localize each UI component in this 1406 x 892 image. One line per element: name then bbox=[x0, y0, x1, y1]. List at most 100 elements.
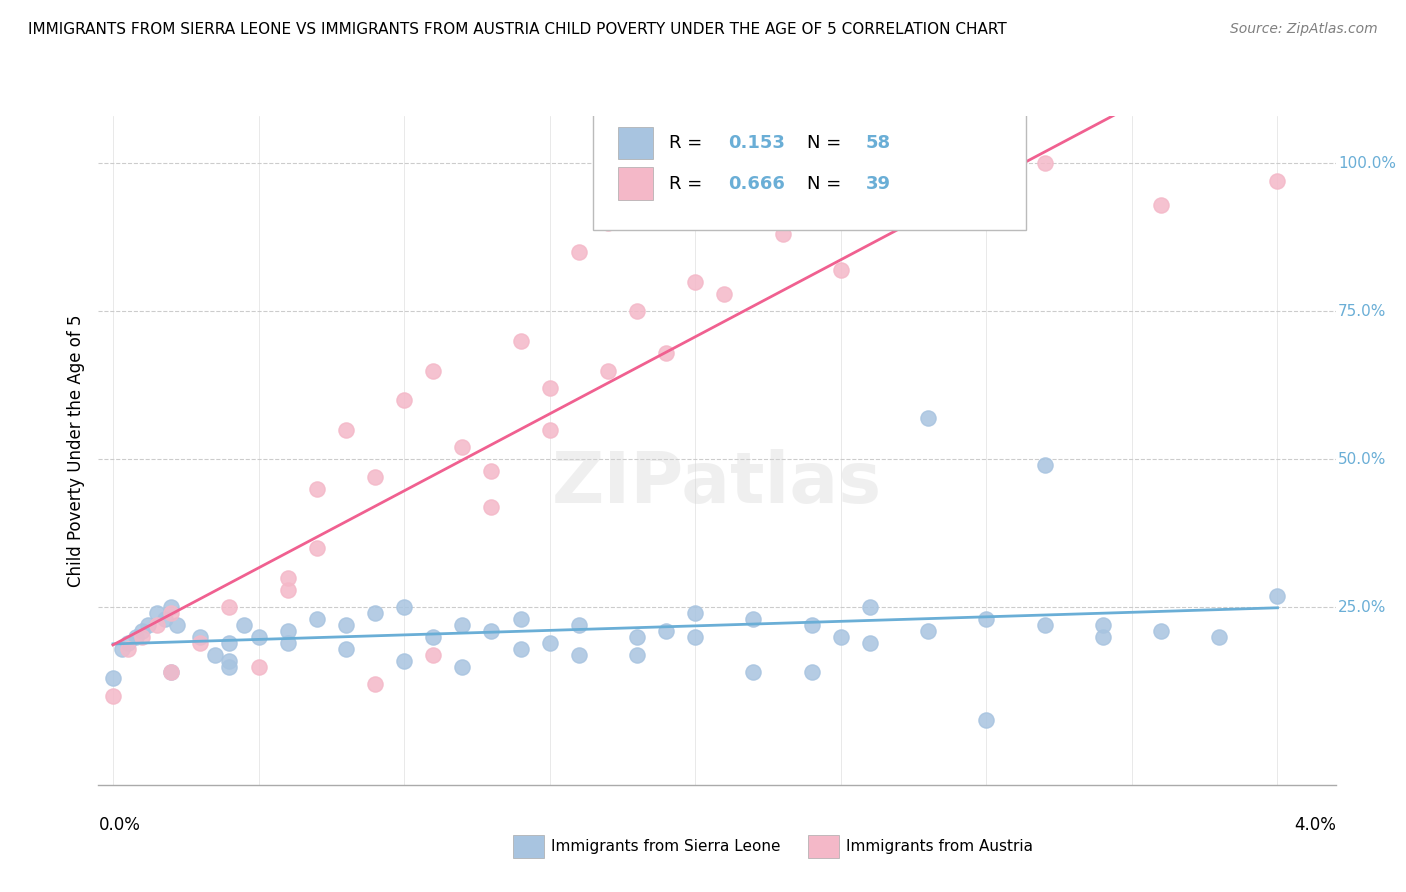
Point bbox=[596, 215, 619, 229]
Point bbox=[101, 689, 124, 703]
Point bbox=[772, 227, 794, 242]
Text: Immigrants from Sierra Leone: Immigrants from Sierra Leone bbox=[551, 839, 780, 854]
Point bbox=[335, 641, 357, 656]
Point bbox=[117, 636, 139, 650]
Point bbox=[859, 636, 882, 650]
Point bbox=[976, 713, 998, 727]
Text: 25.0%: 25.0% bbox=[1339, 599, 1386, 615]
Text: Source: ZipAtlas.com: Source: ZipAtlas.com bbox=[1230, 22, 1378, 37]
Point bbox=[713, 286, 735, 301]
Point bbox=[1150, 624, 1173, 638]
FancyBboxPatch shape bbox=[619, 128, 652, 160]
Point bbox=[160, 665, 183, 680]
Text: Immigrants from Austria: Immigrants from Austria bbox=[846, 839, 1033, 854]
Point bbox=[481, 500, 503, 514]
Point bbox=[117, 641, 139, 656]
Point bbox=[422, 648, 444, 662]
Point bbox=[683, 275, 706, 289]
Point bbox=[481, 624, 503, 638]
Point bbox=[1033, 156, 1056, 170]
Text: 0.0%: 0.0% bbox=[98, 816, 141, 834]
Point bbox=[145, 618, 167, 632]
Point bbox=[800, 665, 823, 680]
Point bbox=[742, 203, 765, 218]
Point bbox=[451, 659, 474, 673]
Point bbox=[451, 441, 474, 455]
Point bbox=[166, 618, 188, 632]
Point bbox=[1267, 589, 1289, 603]
Text: IMMIGRANTS FROM SIERRA LEONE VS IMMIGRANTS FROM AUSTRIA CHILD POVERTY UNDER THE : IMMIGRANTS FROM SIERRA LEONE VS IMMIGRAN… bbox=[28, 22, 1007, 37]
Point bbox=[145, 607, 167, 621]
Point bbox=[683, 607, 706, 621]
Point bbox=[305, 541, 328, 556]
Point bbox=[160, 607, 183, 621]
Point bbox=[247, 630, 270, 644]
Point bbox=[1150, 198, 1173, 212]
Point bbox=[218, 659, 240, 673]
Point bbox=[1208, 630, 1230, 644]
Point bbox=[538, 381, 561, 395]
Point bbox=[481, 464, 503, 478]
Point bbox=[422, 363, 444, 377]
Point bbox=[136, 618, 159, 632]
Point bbox=[1267, 174, 1289, 188]
Point bbox=[218, 654, 240, 668]
Point bbox=[830, 630, 852, 644]
Point bbox=[131, 624, 153, 638]
Point bbox=[233, 618, 256, 632]
Point bbox=[125, 630, 148, 644]
Point bbox=[626, 648, 648, 662]
Point bbox=[188, 630, 211, 644]
Point bbox=[277, 571, 299, 585]
Text: N =: N = bbox=[807, 175, 848, 193]
Point bbox=[626, 304, 648, 318]
Point bbox=[392, 600, 415, 615]
Point bbox=[451, 618, 474, 632]
Point bbox=[101, 672, 124, 686]
Point bbox=[538, 423, 561, 437]
FancyBboxPatch shape bbox=[593, 112, 1026, 230]
Point bbox=[364, 677, 387, 691]
Point bbox=[683, 630, 706, 644]
Point bbox=[305, 612, 328, 626]
Point bbox=[364, 607, 387, 621]
Point bbox=[364, 470, 387, 484]
Point bbox=[155, 612, 177, 626]
Point bbox=[218, 600, 240, 615]
Point bbox=[1033, 458, 1056, 473]
Text: 50.0%: 50.0% bbox=[1339, 452, 1386, 467]
Text: 100.0%: 100.0% bbox=[1339, 156, 1396, 171]
Point bbox=[131, 630, 153, 644]
Text: R =: R = bbox=[669, 135, 707, 153]
Point bbox=[742, 612, 765, 626]
Point bbox=[655, 345, 678, 359]
Point bbox=[422, 630, 444, 644]
Point bbox=[188, 636, 211, 650]
Point bbox=[1091, 618, 1114, 632]
Point bbox=[626, 630, 648, 644]
Point bbox=[392, 654, 415, 668]
Text: 4.0%: 4.0% bbox=[1294, 816, 1336, 834]
Point bbox=[305, 482, 328, 496]
Point bbox=[392, 393, 415, 408]
Point bbox=[247, 659, 270, 673]
Point bbox=[160, 665, 183, 680]
Text: 39: 39 bbox=[866, 175, 890, 193]
Point bbox=[976, 612, 998, 626]
Text: 0.153: 0.153 bbox=[728, 135, 785, 153]
FancyBboxPatch shape bbox=[619, 168, 652, 200]
Point bbox=[1033, 618, 1056, 632]
Point bbox=[111, 641, 134, 656]
Point bbox=[218, 636, 240, 650]
Point bbox=[655, 624, 678, 638]
Point bbox=[568, 648, 591, 662]
Text: 0.666: 0.666 bbox=[728, 175, 785, 193]
Y-axis label: Child Poverty Under the Age of 5: Child Poverty Under the Age of 5 bbox=[66, 314, 84, 587]
Point bbox=[509, 641, 531, 656]
Text: 58: 58 bbox=[866, 135, 890, 153]
Point bbox=[277, 582, 299, 597]
Point bbox=[859, 600, 882, 615]
Point bbox=[917, 186, 939, 200]
Point bbox=[335, 618, 357, 632]
Point bbox=[742, 665, 765, 680]
